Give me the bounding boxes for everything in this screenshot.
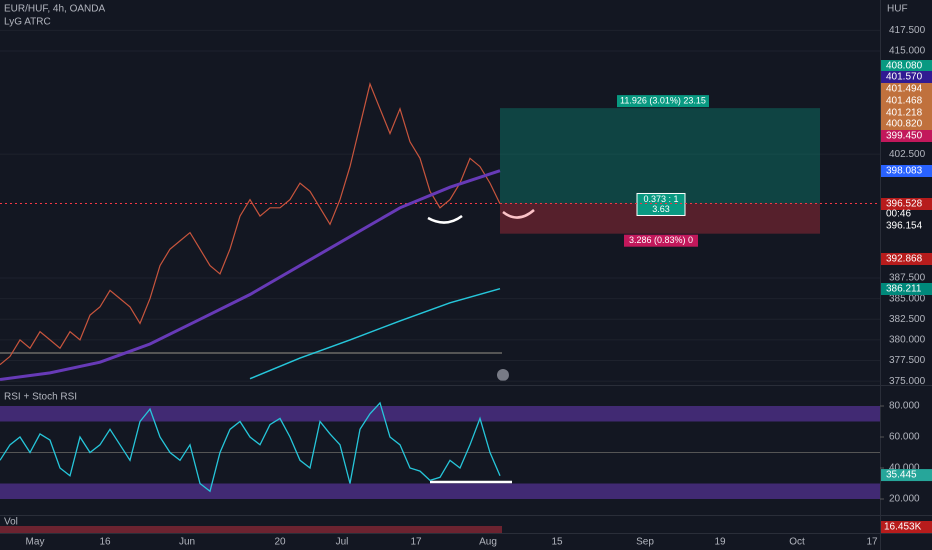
price-tag-label: 386.211 — [886, 284, 922, 295]
y-tick-label: 20.000 — [889, 494, 920, 505]
price-tag — [881, 253, 932, 265]
x-tick-label: Jun — [179, 537, 195, 548]
x-tick-label: 20 — [274, 537, 286, 548]
price-tag-label: 401.468 — [886, 96, 923, 107]
price-tag — [881, 130, 932, 142]
price-line — [0, 82, 501, 366]
x-tick-label: Jul — [336, 537, 349, 548]
y-tick-label: 40.000 — [889, 463, 920, 474]
stop-label: 3.286 (0.83%) 0 — [629, 235, 693, 245]
rsi-tag-label: 35.445 — [886, 470, 917, 481]
label-bg — [636, 192, 686, 216]
y-tick-label: 385.000 — [889, 293, 926, 304]
currency: HUF — [887, 4, 908, 15]
x-tick-label: 16 — [99, 537, 111, 548]
x-tick-label: 15 — [551, 537, 563, 548]
qty-label: 3.63 — [652, 204, 670, 214]
symbol: EUR/HUF, 4h, OANDA — [4, 4, 105, 15]
price-tag — [881, 198, 932, 210]
rsi-band — [0, 406, 880, 422]
price-tag — [881, 283, 932, 295]
label-bg — [624, 234, 698, 247]
y-tick-label: 402.500 — [889, 149, 926, 160]
y-tick-label: 60.000 — [889, 432, 920, 443]
y-tick-label: 380.000 — [889, 335, 926, 346]
y-tick-label: 415.000 — [889, 46, 926, 57]
y-tick-label: 375.000 — [889, 376, 926, 387]
vol-tag-label: 16.453K — [884, 522, 922, 533]
vol-tag — [881, 521, 932, 533]
price-tag — [881, 220, 932, 232]
y-tick-label: 80.000 — [889, 401, 920, 412]
x-tick-label: Oct — [789, 537, 805, 548]
rsi-tag — [881, 469, 932, 482]
target-label: 11.926 (3.01%) 23.15 — [620, 95, 706, 105]
rsi-line — [0, 401, 501, 493]
price-tag-label: 399.450 — [886, 131, 923, 142]
vol-title: Vol — [4, 517, 18, 528]
price-tag — [881, 165, 932, 177]
countdown: 00:46 — [886, 209, 911, 220]
price-tag-label: 401.218 — [886, 108, 923, 119]
price-tag-label: 396.154 — [886, 221, 923, 232]
y-tick-label: 382.500 — [889, 314, 926, 325]
icon — [497, 369, 509, 381]
price-tag-label: 396.528 — [886, 199, 923, 210]
price-tag — [881, 71, 932, 83]
rsi-title: RSI + Stoch RSI — [4, 392, 77, 403]
price-tag-label: 408.080 — [886, 61, 923, 72]
x-tick-label: Sep — [636, 537, 654, 548]
x-tick-label: 17 — [410, 537, 422, 548]
vol-bars — [0, 526, 502, 533]
rsi-band — [0, 483, 880, 499]
price-tag — [881, 83, 932, 95]
ratio-label: 0.373 : 1 — [643, 194, 678, 204]
target-zone — [500, 108, 820, 204]
price-tag-label: 400.820 — [886, 119, 923, 130]
y-tick-label: 417.500 — [889, 25, 926, 36]
price-tag-label: 401.570 — [886, 72, 923, 83]
x-tick-label: May — [26, 537, 45, 548]
price-tag — [881, 118, 932, 130]
x-tick-label: 17 — [866, 537, 878, 548]
price-tag — [881, 95, 932, 107]
y-tick-label: 377.500 — [889, 355, 926, 366]
ma-line — [249, 287, 501, 380]
price-tag-label: 398.083 — [886, 166, 923, 177]
x-tick-label: Aug — [479, 537, 497, 548]
drawing — [427, 209, 535, 484]
label-bg — [617, 95, 709, 108]
price-tag-label: 401.494 — [886, 84, 923, 95]
price-tag-label: 392.868 — [886, 254, 923, 265]
x-tick-label: 19 — [714, 537, 726, 548]
ma-line — [0, 169, 501, 381]
price-tag — [881, 107, 932, 119]
price-tag — [881, 60, 932, 72]
y-tick-label: 387.500 — [889, 273, 926, 284]
indicator: LyG ATRC — [4, 17, 51, 28]
